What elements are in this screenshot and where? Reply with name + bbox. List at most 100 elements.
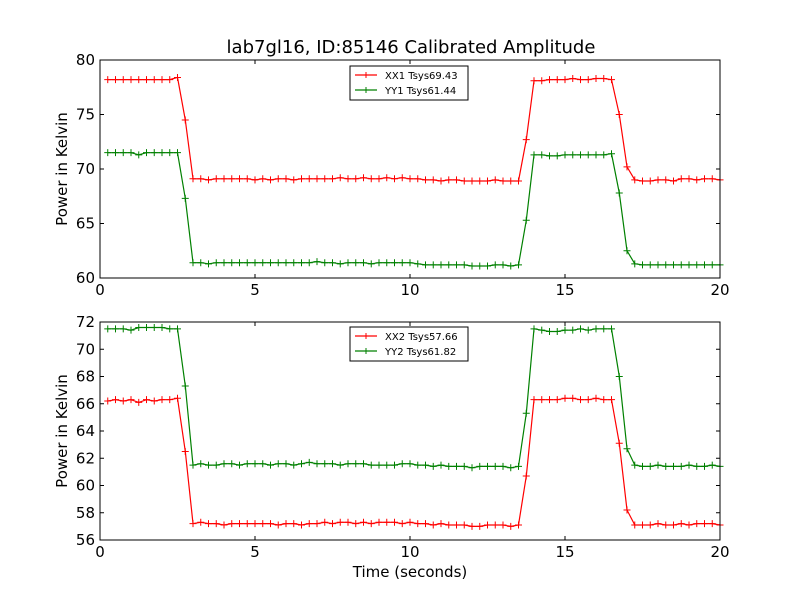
data-point xyxy=(708,520,716,528)
data-point xyxy=(243,520,251,528)
legend-box xyxy=(349,65,469,101)
data-point xyxy=(522,409,530,417)
data-point xyxy=(344,460,352,468)
legend: XX2 Tsys57.66 YY2 Tsys61.82 xyxy=(349,326,469,362)
data-point xyxy=(677,261,685,269)
data-point xyxy=(592,151,600,159)
data-point xyxy=(189,520,197,528)
data-point xyxy=(135,151,143,159)
data-point xyxy=(112,325,119,333)
data-point xyxy=(693,176,701,184)
data-point xyxy=(437,177,445,185)
data-point xyxy=(282,460,290,468)
data-point xyxy=(577,76,584,84)
data-point xyxy=(212,259,220,267)
data-point xyxy=(561,76,569,84)
y-tick-label: 72 xyxy=(76,313,95,331)
data-point xyxy=(313,258,321,266)
data-point xyxy=(468,177,476,185)
data-point xyxy=(367,175,375,183)
y-tick-label: 68 xyxy=(76,368,95,386)
data-point xyxy=(305,259,313,267)
x-tick-label: 20 xyxy=(710,281,729,299)
data-point xyxy=(212,175,220,183)
data-point xyxy=(453,521,460,529)
data-point xyxy=(445,462,453,470)
data-point xyxy=(367,520,375,528)
data-point xyxy=(546,76,553,84)
data-point xyxy=(623,445,631,453)
data-point xyxy=(414,175,422,183)
data-point xyxy=(174,325,181,333)
data-point xyxy=(205,461,212,469)
x-tick-label: 15 xyxy=(555,543,574,561)
data-point xyxy=(654,520,662,528)
data-point xyxy=(344,175,352,183)
data-point xyxy=(662,261,670,269)
data-point xyxy=(468,262,476,270)
data-point xyxy=(670,462,677,470)
data-point xyxy=(685,261,693,269)
data-point xyxy=(569,151,577,159)
data-point xyxy=(530,77,538,85)
data-point xyxy=(158,149,166,157)
data-point xyxy=(375,518,383,526)
data-point xyxy=(267,176,274,184)
data-point xyxy=(220,521,228,529)
data-point xyxy=(112,76,119,84)
data-point xyxy=(104,149,112,157)
data-point xyxy=(228,520,236,528)
data-point xyxy=(236,175,243,183)
data-point xyxy=(476,177,484,185)
data-point xyxy=(677,520,685,528)
chart-panel-1: 0 5 10 15 20 60 65 70 75 80 Power in Kelvin XX1 Tsy… xyxy=(53,51,730,299)
y-tick-label: 70 xyxy=(76,340,95,358)
data-point xyxy=(243,175,251,183)
data-point xyxy=(553,328,561,336)
data-point xyxy=(135,323,143,331)
data-point xyxy=(546,152,553,160)
data-point xyxy=(693,261,701,269)
data-point xyxy=(352,259,360,267)
x-tick-label: 10 xyxy=(400,543,419,561)
data-point xyxy=(608,325,615,333)
data-point xyxy=(352,520,360,528)
data-point xyxy=(119,76,127,84)
data-point xyxy=(639,521,646,529)
data-point xyxy=(336,518,344,526)
data-point xyxy=(631,176,639,184)
data-point xyxy=(608,76,615,84)
data-point xyxy=(685,461,693,469)
data-point xyxy=(592,325,600,333)
chart-panel-2: 0 5 10 15 20 56 58 60 62 64 66 68 70 72 Power in Kelvi… xyxy=(53,313,730,581)
data-point xyxy=(615,373,623,380)
data-point xyxy=(538,77,546,85)
data-point xyxy=(383,518,391,526)
data-point xyxy=(228,259,236,267)
data-point xyxy=(391,461,398,469)
data-point xyxy=(321,518,329,526)
series-2-2 xyxy=(104,323,724,472)
x-tick-label: 0 xyxy=(95,281,105,299)
y-tick-label: 62 xyxy=(76,449,95,467)
data-point xyxy=(174,394,181,402)
data-point xyxy=(429,261,437,269)
data-point xyxy=(693,520,701,528)
data-point xyxy=(499,177,507,185)
data-point xyxy=(274,259,282,267)
data-point xyxy=(639,462,646,470)
data-point xyxy=(708,261,716,269)
data-point xyxy=(677,175,685,183)
data-point xyxy=(561,326,569,334)
data-point xyxy=(189,461,197,469)
data-point xyxy=(553,396,561,404)
data-point xyxy=(592,75,600,83)
data-point xyxy=(181,194,189,202)
data-point xyxy=(584,76,592,84)
data-point xyxy=(305,520,313,528)
data-point xyxy=(174,73,181,81)
data-point xyxy=(251,520,259,528)
data-point xyxy=(623,506,631,514)
data-point xyxy=(422,261,429,269)
data-point xyxy=(189,259,197,267)
